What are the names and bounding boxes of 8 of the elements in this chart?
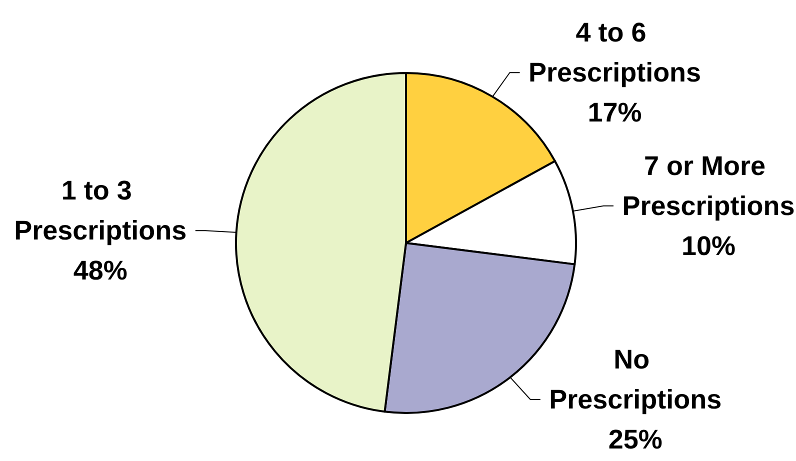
data-label: 10% bbox=[681, 230, 736, 261]
data-label: 25% bbox=[608, 424, 662, 454]
slice-label: No Prescriptions bbox=[549, 344, 722, 414]
data-label: 48% bbox=[73, 256, 128, 286]
slice-label: 1 to 3 Prescriptions bbox=[14, 176, 187, 246]
slice-label: 7 or More Prescriptions bbox=[622, 150, 795, 221]
slice-label: 4 to 6 Prescriptions bbox=[528, 18, 702, 88]
data-label: 17% bbox=[588, 98, 642, 128]
